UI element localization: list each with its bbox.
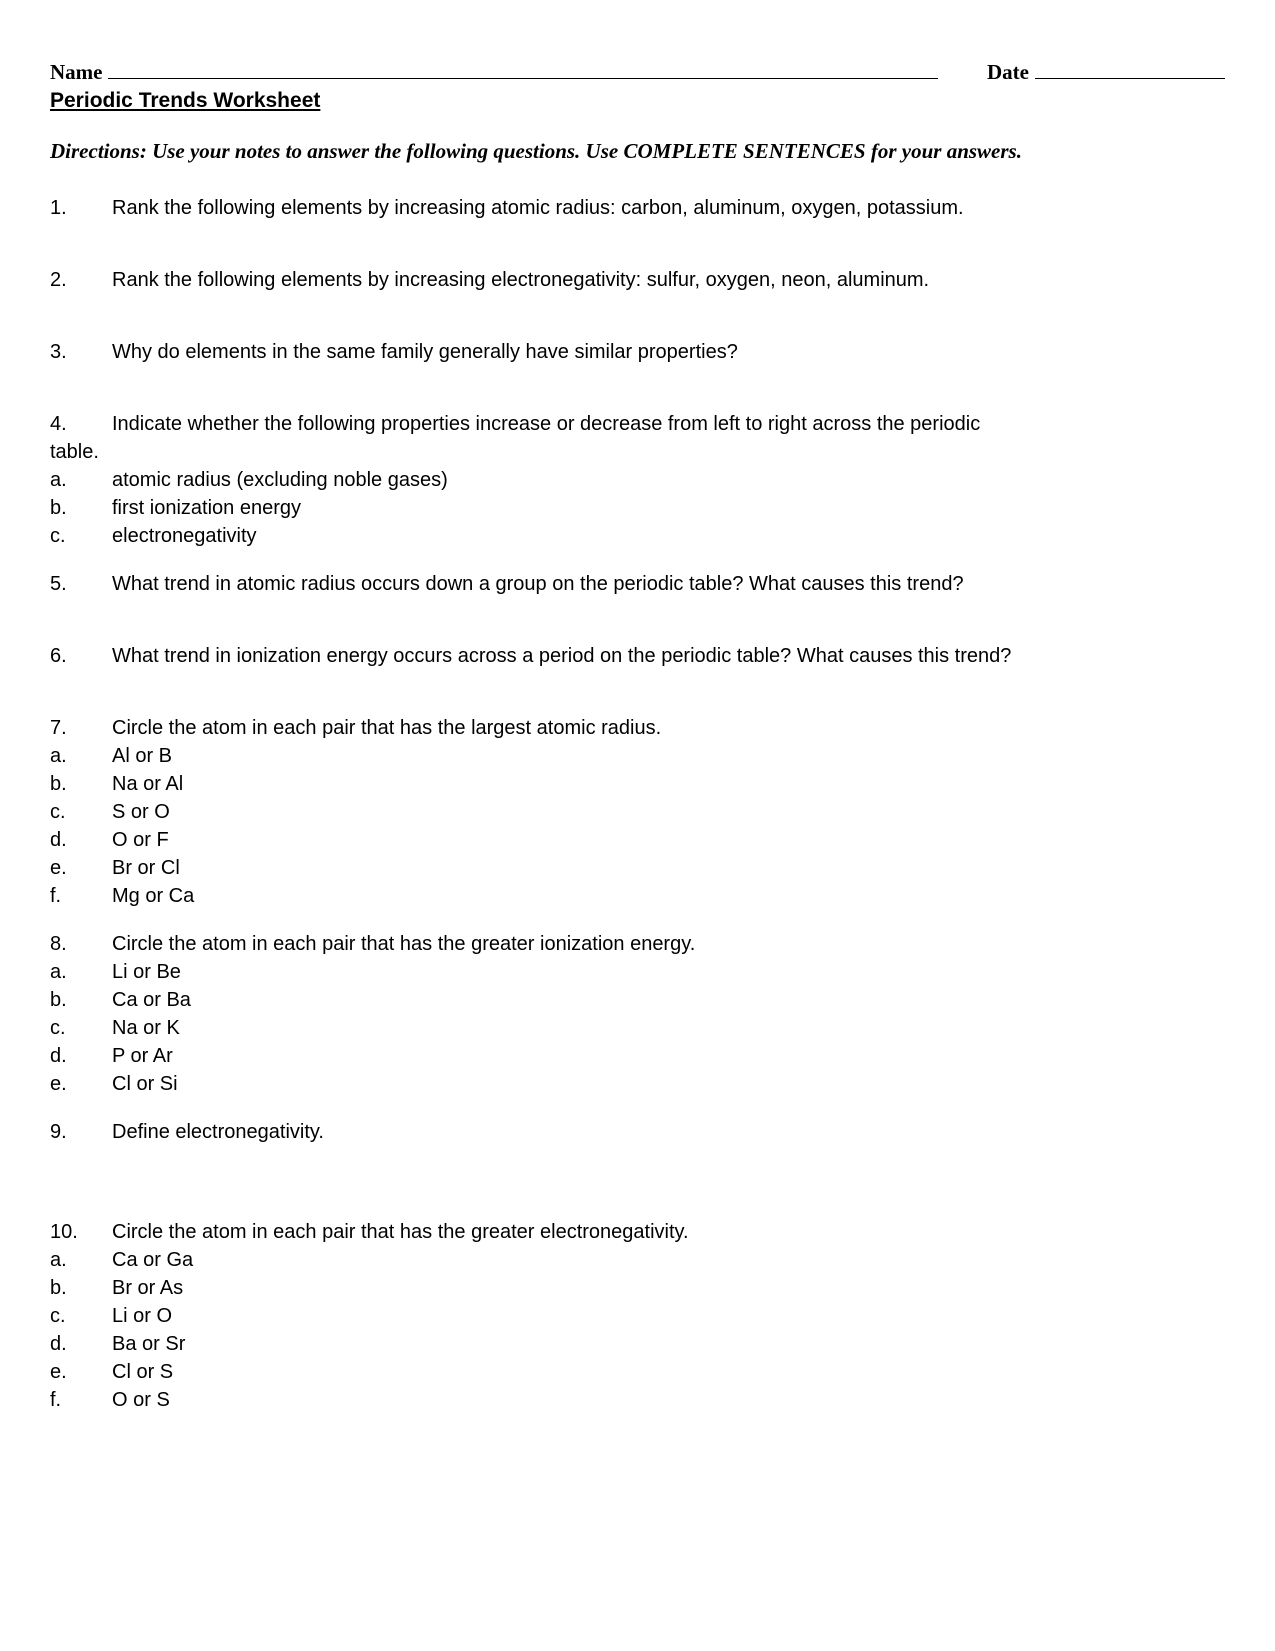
question-3: 3. Why do elements in the same family ge… xyxy=(50,338,1225,366)
sub-label: a. xyxy=(50,1246,112,1274)
sub-label: f. xyxy=(50,882,112,910)
question-number: 5. xyxy=(50,570,112,598)
sub-label: c. xyxy=(50,1302,112,1330)
question-text: Circle the atom in each pair that has th… xyxy=(112,714,1225,742)
sub-label: a. xyxy=(50,466,112,494)
name-blank-line xyxy=(108,78,938,79)
question-text: Rank the following elements by increasin… xyxy=(112,266,1225,294)
sub-label: b. xyxy=(50,770,112,798)
question-text: Circle the atom in each pair that has th… xyxy=(112,930,1225,958)
name-section: Name xyxy=(50,60,938,85)
sub-text: Cl or Si xyxy=(112,1070,1225,1098)
sub-label: a. xyxy=(50,742,112,770)
question-number: 4. xyxy=(50,410,112,438)
sub-text: Li or O xyxy=(112,1302,1225,1330)
question-7: 7. Circle the atom in each pair that has… xyxy=(50,714,1225,910)
question-text: Rank the following elements by increasin… xyxy=(112,194,1225,222)
question-number: 2. xyxy=(50,266,112,294)
question-9: 9. Define electronegativity. xyxy=(50,1118,1225,1146)
question-10: 10. Circle the atom in each pair that ha… xyxy=(50,1218,1225,1414)
sub-text: Ca or Ga xyxy=(112,1246,1225,1274)
sub-text: atomic radius (excluding noble gases) xyxy=(112,466,1225,494)
question-text: Circle the atom in each pair that has th… xyxy=(112,1218,1225,1246)
header-row: Name Date xyxy=(50,60,1225,85)
date-section: Date xyxy=(987,60,1225,85)
sub-text: first ionization energy xyxy=(112,494,1225,522)
sub-label: d. xyxy=(50,1042,112,1070)
sub-text: electronegativity xyxy=(112,522,1225,550)
sub-text: Mg or Ca xyxy=(112,882,1225,910)
sub-label: b. xyxy=(50,1274,112,1302)
sub-label: e. xyxy=(50,854,112,882)
sub-label: e. xyxy=(50,1070,112,1098)
sub-text: O or F xyxy=(112,826,1225,854)
sub-text: Al or B xyxy=(112,742,1225,770)
sub-text: Br or As xyxy=(112,1274,1225,1302)
sub-text: Na or K xyxy=(112,1014,1225,1042)
sub-text: Li or Be xyxy=(112,958,1225,986)
sub-label: e. xyxy=(50,1358,112,1386)
sub-label: d. xyxy=(50,826,112,854)
sub-label: b. xyxy=(50,986,112,1014)
question-text: Define electronegativity. xyxy=(112,1118,1225,1146)
question-number: 10. xyxy=(50,1218,112,1246)
sub-text: P or Ar xyxy=(112,1042,1225,1070)
sub-label: a. xyxy=(50,958,112,986)
question-5: 5. What trend in atomic radius occurs do… xyxy=(50,570,1225,598)
question-8: 8. Circle the atom in each pair that has… xyxy=(50,930,1225,1098)
question-number: 6. xyxy=(50,642,112,670)
question-number: 1. xyxy=(50,194,112,222)
date-blank-line xyxy=(1035,78,1225,79)
question-number: 7. xyxy=(50,714,112,742)
question-4: 4. Indicate whether the following proper… xyxy=(50,410,1225,550)
sub-label: b. xyxy=(50,494,112,522)
sub-text: Br or Cl xyxy=(112,854,1225,882)
sub-label: c. xyxy=(50,798,112,826)
question-number: 9. xyxy=(50,1118,112,1146)
sub-label: f. xyxy=(50,1386,112,1414)
question-6: 6. What trend in ionization energy occur… xyxy=(50,642,1225,670)
sub-label: c. xyxy=(50,1014,112,1042)
sub-text: Ca or Ba xyxy=(112,986,1225,1014)
directions-text: Directions: Use your notes to answer the… xyxy=(50,139,1225,164)
question-2: 2. Rank the following elements by increa… xyxy=(50,266,1225,294)
name-label: Name xyxy=(50,60,102,85)
sub-text: S or O xyxy=(112,798,1225,826)
sub-text: Ba or Sr xyxy=(112,1330,1225,1358)
question-number: 8. xyxy=(50,930,112,958)
question-text: Indicate whether the following propertie… xyxy=(112,410,1225,438)
question-text-line2: table. xyxy=(50,438,1225,466)
sub-label: c. xyxy=(50,522,112,550)
sub-text: O or S xyxy=(112,1386,1225,1414)
question-text: Why do elements in the same family gener… xyxy=(112,338,1225,366)
question-text: What trend in ionization energy occurs a… xyxy=(112,642,1225,670)
sub-text: Na or Al xyxy=(112,770,1225,798)
question-number: 3. xyxy=(50,338,112,366)
date-label: Date xyxy=(987,60,1029,85)
sub-label: d. xyxy=(50,1330,112,1358)
worksheet-title: Periodic Trends Worksheet xyxy=(50,89,1225,113)
sub-text: Cl or S xyxy=(112,1358,1225,1386)
question-text: What trend in atomic radius occurs down … xyxy=(112,570,1225,598)
question-1: 1. Rank the following elements by increa… xyxy=(50,194,1225,222)
